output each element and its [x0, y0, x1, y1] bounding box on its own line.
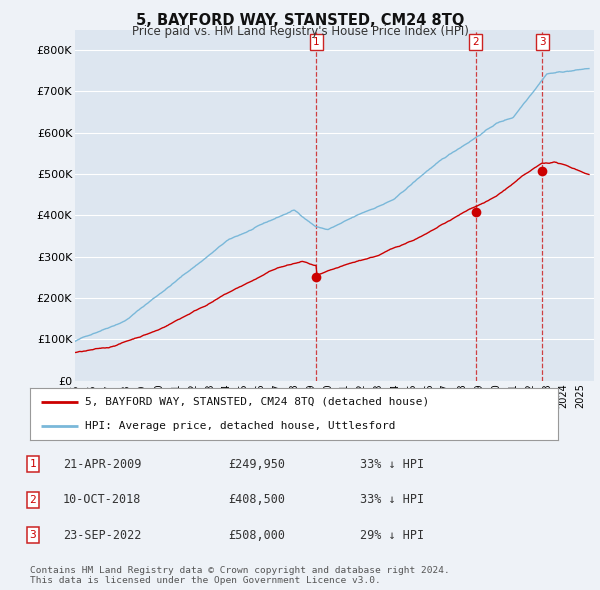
Text: 2: 2 [472, 37, 479, 47]
Text: £508,000: £508,000 [228, 529, 285, 542]
Text: 10-OCT-2018: 10-OCT-2018 [63, 493, 142, 506]
Text: £408,500: £408,500 [228, 493, 285, 506]
Text: 3: 3 [539, 37, 545, 47]
Text: 21-APR-2009: 21-APR-2009 [63, 458, 142, 471]
Text: 33% ↓ HPI: 33% ↓ HPI [360, 493, 424, 506]
Text: HPI: Average price, detached house, Uttlesford: HPI: Average price, detached house, Uttl… [85, 421, 396, 431]
Text: 3: 3 [29, 530, 37, 540]
Text: 1: 1 [29, 460, 37, 469]
Text: 2: 2 [29, 495, 37, 504]
Text: 29% ↓ HPI: 29% ↓ HPI [360, 529, 424, 542]
Text: 1: 1 [313, 37, 319, 47]
Text: 33% ↓ HPI: 33% ↓ HPI [360, 458, 424, 471]
Text: £249,950: £249,950 [228, 458, 285, 471]
Text: 23-SEP-2022: 23-SEP-2022 [63, 529, 142, 542]
Text: 5, BAYFORD WAY, STANSTED, CM24 8TQ: 5, BAYFORD WAY, STANSTED, CM24 8TQ [136, 13, 464, 28]
Text: Price paid vs. HM Land Registry's House Price Index (HPI): Price paid vs. HM Land Registry's House … [131, 25, 469, 38]
Text: Contains HM Land Registry data © Crown copyright and database right 2024.
This d: Contains HM Land Registry data © Crown c… [30, 566, 450, 585]
Text: 5, BAYFORD WAY, STANSTED, CM24 8TQ (detached house): 5, BAYFORD WAY, STANSTED, CM24 8TQ (deta… [85, 396, 430, 407]
